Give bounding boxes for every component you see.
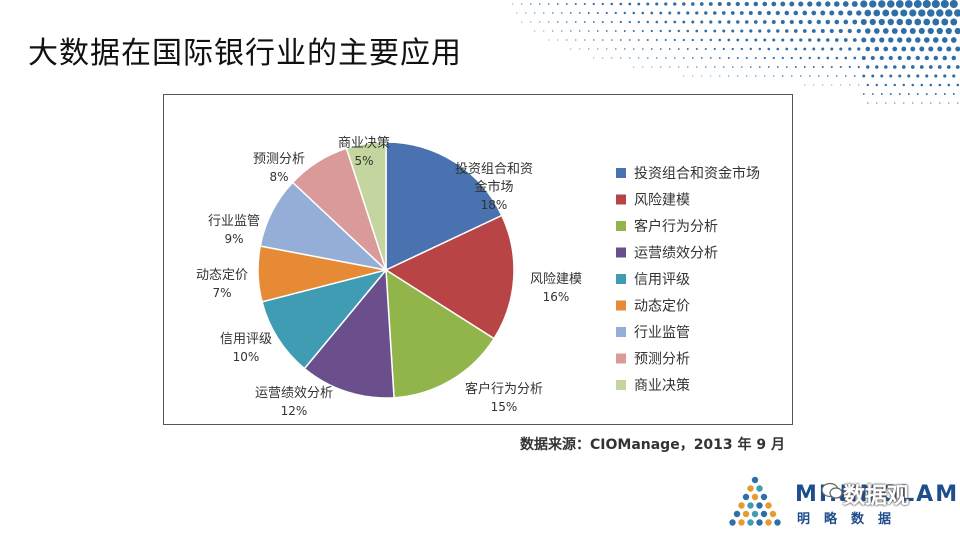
slice-percent-label: 5% (354, 154, 373, 168)
legend-swatch (616, 194, 626, 205)
legend-swatch (616, 327, 626, 337)
logo-brand-text: MININGLAMP (795, 482, 960, 507)
legend-swatch (616, 274, 626, 284)
slice-percent-label: 12% (281, 404, 308, 418)
legend-label: 行业监管 (634, 325, 690, 341)
slice-percent-label: 8% (269, 170, 288, 184)
slice-percent-label: 10% (233, 350, 260, 364)
legend-swatch (616, 380, 626, 390)
slice-label: 商业决策 (338, 135, 390, 151)
page-title: 大数据在国际银行业的主要应用 (28, 36, 462, 71)
legend-label: 客户行为分析 (634, 218, 718, 235)
legend-swatch (616, 247, 626, 258)
legend-label: 动态定价 (634, 299, 690, 315)
slice-percent-label: 9% (224, 232, 243, 246)
slice-percent-label: 7% (212, 286, 231, 300)
pie-slice (261, 268, 389, 370)
logo-mark-icon (729, 476, 781, 526)
legend-swatch (616, 221, 626, 231)
company-logo: MININGLAMP 明略数据 数据观 (725, 474, 960, 534)
pie-slice (384, 214, 515, 340)
decorative-dot-pattern (512, 0, 960, 104)
legend-swatch (616, 168, 626, 178)
slice-label: 风险建模 (530, 272, 582, 287)
logo-tagline: 明略数据 (797, 512, 906, 527)
slice-percent-label: 15% (491, 400, 518, 414)
legend-label: 预测分析 (634, 352, 690, 368)
pie-chart: 投资组合和资金市场 18% 风险建模 16% 客户行为分析 15% 运营绩效分析 12% 信用评… (196, 135, 760, 418)
slice-label: 信用评级 (220, 332, 272, 347)
legend-label: 投资组合和资金市场 (634, 165, 760, 182)
legend-label: 运营绩效分析 (634, 246, 718, 262)
slice-label: 行业监管 (208, 214, 260, 229)
slice-label: 客户行为分析 (465, 381, 543, 397)
pie-slice (385, 141, 503, 272)
legend-label: 风险建模 (634, 193, 690, 209)
watermark-text: 数据观 (843, 484, 910, 509)
slice-label: 运营绩效分析 (255, 386, 333, 401)
slice-label: 金市场 (474, 179, 513, 195)
slice-label: 投资组合和资 (455, 161, 533, 177)
slice-label: 预测分析 (253, 152, 305, 167)
legend-swatch (616, 353, 626, 364)
slice-percent-label: 16% (543, 290, 570, 304)
legend-label: 商业决策 (634, 377, 690, 394)
legend-swatch (616, 300, 626, 311)
pie-slice (303, 268, 395, 399)
pie-slice (385, 268, 496, 399)
slice-label: 动态定价 (196, 268, 248, 283)
chart-frame: 投资组合和资 金市场 18% 风险建模 16% 客户行为分析 15% 运营绩效分析 12% 信用评… (163, 94, 793, 425)
wechat-icon (821, 482, 843, 499)
legend-label: 信用评级 (634, 272, 690, 288)
pie-slice (345, 141, 387, 271)
data-source-note: 数据来源：CIOManage，2013 年 9 月 (520, 437, 786, 453)
slice-percent-label: 18% (481, 198, 508, 212)
